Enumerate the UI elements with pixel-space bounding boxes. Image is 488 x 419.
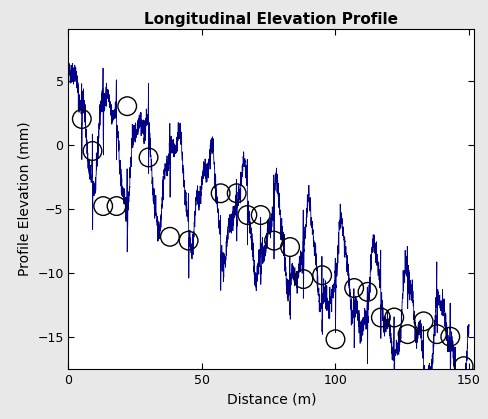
Point — [432, 331, 440, 337]
Point — [243, 212, 251, 218]
Point — [318, 272, 325, 279]
Point — [331, 336, 339, 343]
Point — [78, 116, 85, 122]
Point — [144, 154, 152, 161]
Point — [269, 237, 277, 244]
Point — [216, 190, 224, 197]
Title: Longitudinal Elevation Profile: Longitudinal Elevation Profile — [144, 12, 398, 27]
Point — [256, 212, 264, 218]
Point — [165, 233, 174, 240]
Point — [285, 244, 293, 251]
Point — [184, 237, 192, 244]
Point — [299, 276, 307, 282]
X-axis label: Distance (m): Distance (m) — [226, 392, 316, 406]
Point — [446, 334, 453, 340]
Point — [459, 363, 467, 370]
Point — [419, 318, 427, 325]
Point — [349, 285, 357, 291]
Point — [112, 203, 120, 210]
Point — [389, 314, 397, 321]
Point — [88, 147, 96, 154]
Point — [376, 314, 384, 321]
Point — [232, 190, 240, 197]
Point — [403, 331, 410, 337]
Point — [363, 289, 371, 295]
Y-axis label: Profile Elevation (mm): Profile Elevation (mm) — [18, 122, 32, 277]
Point — [123, 103, 131, 109]
Point — [99, 203, 107, 210]
